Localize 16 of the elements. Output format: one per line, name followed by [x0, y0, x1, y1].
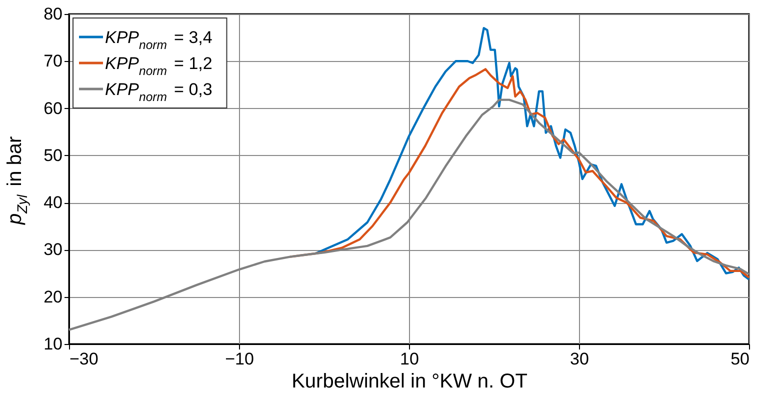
line-series	[314, 27, 750, 281]
x-tick-label: −30	[70, 350, 98, 368]
y-tick-label: 80	[44, 4, 62, 24]
x-tick-label: 10	[400, 350, 419, 368]
y-tick-label: 60	[44, 98, 62, 118]
y-tick-label: 10	[44, 334, 62, 354]
y-tick-label: 50	[44, 146, 62, 165]
y-tick-label: 40	[44, 193, 62, 212]
x-axis-title: Kurbelwinkel in °KW n. OT	[292, 370, 528, 392]
y-tick-label: 20	[44, 287, 62, 306]
y-tick-label: 70	[44, 52, 62, 71]
y-tick-label: 30	[44, 240, 62, 260]
x-tick-label: −10	[225, 350, 254, 368]
y-axis-title: pZyl in bar	[4, 136, 30, 226]
x-tick-label: 50	[730, 350, 750, 368]
x-tick-label: 30	[570, 350, 589, 368]
